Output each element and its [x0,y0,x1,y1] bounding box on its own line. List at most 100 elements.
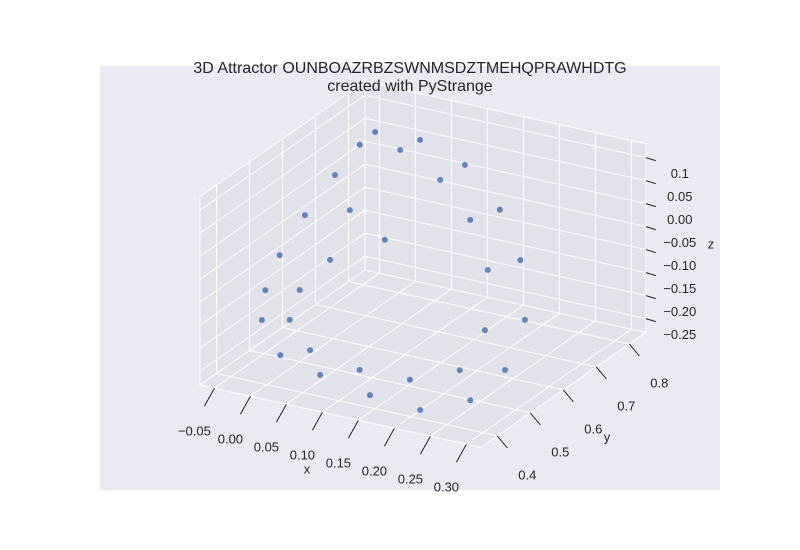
point [331,171,338,178]
z-tick-label: −0.20 [663,304,696,319]
z-tick-mark [645,226,656,231]
x-tick-mark [419,435,431,455]
grid-line [199,94,366,211]
grid-line [199,232,366,349]
x-tick-label: 0.20 [362,464,387,479]
point [296,287,303,293]
point [517,257,524,264]
x-tick-label: 0.05 [254,440,279,455]
point [381,236,388,243]
z-tick-label: 0.05 [667,189,692,204]
x-tick-mark [203,387,215,407]
grid-line [364,209,646,274]
z-tick-mark [645,318,656,323]
y-tick-mark [628,343,640,357]
back-pane [364,80,647,334]
point [262,287,269,294]
y-axis-label: y [604,429,611,444]
grid-line [282,327,564,391]
x-tick-label: −0.05 [178,424,211,439]
grid [199,84,656,463]
z-tick-mark [645,203,656,208]
point [317,371,324,378]
x-tick-mark [311,411,323,431]
grid-line [216,373,498,437]
point [307,347,314,354]
y-tick-label: 0.6 [584,421,602,436]
point [521,316,528,323]
x-tick-mark [383,427,395,447]
y-tick-mark [562,389,574,403]
grid-line [364,186,646,251]
point [286,316,293,323]
point [356,141,363,148]
points [258,128,528,414]
point [366,392,373,399]
grid-line [364,163,646,228]
point [437,176,444,183]
z-tick-label: 0.1 [671,166,689,181]
z-tick-mark [645,180,656,185]
point [406,376,413,383]
chart-title: 3D Attractor OUNBOAZRBZSWNMSDZTMEHQPRAWH… [193,60,626,77]
point [372,128,379,135]
point [496,206,503,213]
y-tick-label: 0.5 [551,444,569,459]
point [481,327,488,334]
z-tick-mark [645,249,656,254]
z-tick-label: −0.10 [663,258,696,273]
grid-line [348,281,630,345]
point [276,252,283,259]
x-tick-label: 0.30 [434,480,459,495]
point [417,136,424,143]
z-tick-label: −0.25 [663,327,696,342]
y-tick-mark [595,366,607,380]
z-tick-mark [645,272,656,277]
point [277,352,284,359]
grid-line [199,140,366,257]
point [327,256,334,263]
point [467,397,474,404]
z-tick-mark [645,295,656,300]
point [258,317,265,324]
point [461,161,468,168]
grid-line [364,117,646,182]
y-tick-label: 0.8 [650,375,668,390]
grid-line [364,255,646,320]
point [397,147,404,154]
grid-line [199,186,366,303]
point [417,407,424,414]
point [456,367,463,374]
z-tick-label: 0.00 [667,212,692,227]
y-tick-mark [496,435,508,449]
x-tick-mark [275,403,287,423]
x-tick-label: 0.15 [326,456,351,471]
x-tick-label: 0.10 [290,448,315,463]
grid-line [364,232,646,297]
y-tick-mark [529,412,541,426]
grid-line [249,350,531,414]
grid-line [364,140,646,205]
z-tick-label: −0.15 [663,281,696,296]
grid-line [199,117,366,234]
point [346,207,353,214]
point [356,366,363,373]
point [502,367,509,374]
grid-line [199,163,366,280]
x-tick-label: 0.25 [398,472,423,487]
grid-line [315,304,597,368]
point [301,212,308,219]
chart-subtitle: created with PyStrange [327,78,493,95]
point [484,267,491,273]
y-tick-label: 0.4 [518,467,536,482]
z-axis-label: z [708,236,715,251]
x-tick-mark [347,419,359,439]
grid-line [199,209,366,326]
y-tick-label: 0.7 [617,398,635,413]
x-tick-label: 0.00 [218,432,243,447]
grid-line [364,94,646,159]
point [467,216,474,223]
grid-line [199,255,366,372]
z-tick-mark [645,157,656,162]
